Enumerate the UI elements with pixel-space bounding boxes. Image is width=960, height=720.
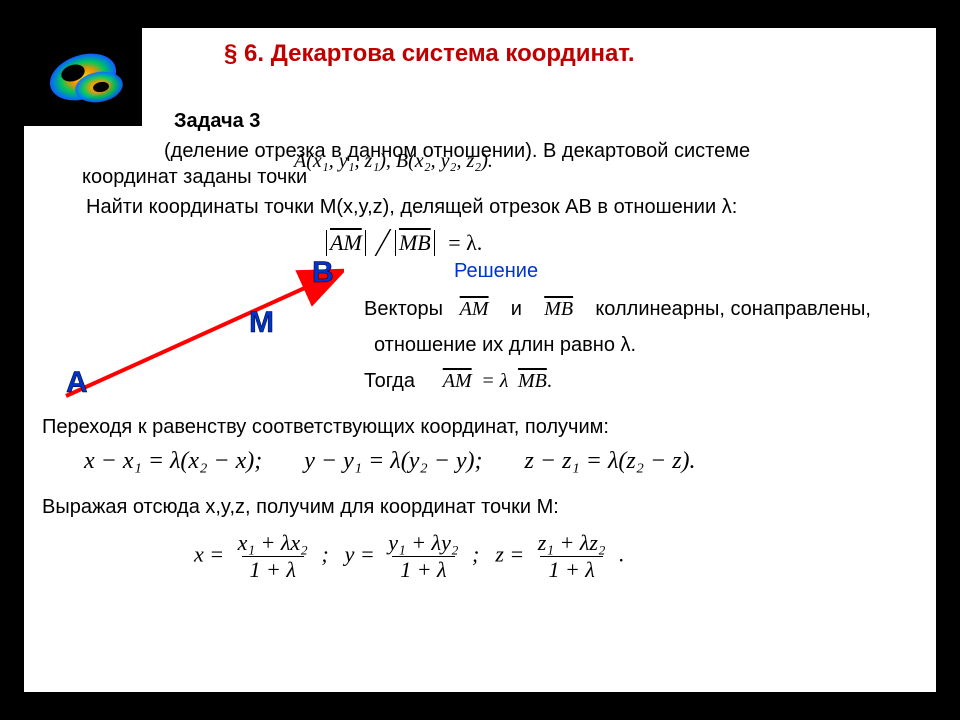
- final-formulas: x = x₁ + λx₂ 1 + λ ; y = y₁ + λy₂ 1 + λ …: [194, 530, 625, 583]
- final-z-den: 1 + λ: [540, 556, 602, 583]
- final-y-lhs: y =: [345, 542, 375, 567]
- vec-am-2: AM: [460, 298, 489, 320]
- vec-mb-2: MB: [544, 298, 573, 320]
- slide-frame: § 6. Декартова система координат. Задача…: [22, 26, 938, 694]
- express-body: Выражая отсюда x,y,z, получим для коорди…: [42, 496, 559, 518]
- vectors-prefix: Векторы: [364, 298, 443, 320]
- vector-diagram: A M B: [44, 256, 344, 406]
- points-formula: A(x₁, y₁, z₁), B(x₂, y₂, z₂).: [294, 150, 493, 173]
- final-z-sep: .: [619, 542, 625, 567]
- find-statement: Найти координаты точки M(x,y,z), делящей…: [86, 196, 926, 219]
- task-label: Задача 3: [174, 110, 260, 133]
- final-y-den: 1 + λ: [392, 556, 454, 583]
- then-dot: .: [547, 370, 552, 392]
- slash-icon: ⧸: [375, 227, 385, 261]
- arrow-svg: [44, 256, 344, 406]
- point-a-label: A: [66, 366, 88, 400]
- final-x: x = x₁ + λx₂ 1 + λ ;: [194, 530, 329, 583]
- swirl-icon: [33, 35, 133, 119]
- section-title: § 6. Декартова система координат.: [224, 40, 896, 68]
- vec-am: AM: [330, 230, 362, 255]
- problem-line-2: координат заданы точки: [82, 166, 916, 189]
- final-x-lhs: x =: [194, 542, 224, 567]
- final-z-lhs: z =: [495, 542, 524, 567]
- find-text: Найти координаты точки M(x,y,z), делящей…: [86, 196, 737, 218]
- express-text: Выражая отсюда x,y,z, получим для коорди…: [42, 496, 916, 519]
- corner-icon: [24, 28, 142, 126]
- ratio-formula: AM ⧸ MB = λ.: [324, 224, 482, 258]
- point-b-label: B: [312, 256, 334, 290]
- eq-y: y − y₁ = λ(y₂ − y);: [304, 448, 482, 475]
- coordinate-equations: x − x₁ = λ(x₂ − x); y − y₁ = λ(y₂ − y); …: [84, 448, 916, 475]
- final-z: z = z₁ + λz₂ 1 + λ .: [495, 530, 624, 583]
- final-y-num: y₁ + λy₂: [384, 530, 462, 556]
- eq-x: x − x₁ = λ(x₂ − x);: [84, 448, 262, 475]
- final-x-den: 1 + λ: [242, 556, 304, 583]
- then-eq: = λ: [481, 370, 508, 392]
- then-equation: Тогда AM = λ MB.: [364, 370, 552, 393]
- final-x-num: x₁ + λx₂: [234, 530, 312, 556]
- then-prefix: Тогда: [364, 370, 415, 392]
- eq-z: z − z₁ = λ(z₂ − z).: [525, 448, 696, 475]
- point-m-label: M: [249, 306, 274, 340]
- then-mb: MB: [518, 370, 547, 392]
- problem-line-1: (деление отрезка в данном отношении). В …: [164, 140, 916, 163]
- final-y: y = y₁ + λy₂ 1 + λ ;: [345, 530, 480, 583]
- vectors-mid: и: [511, 298, 522, 320]
- vectors-suffix: коллинеарны, сонаправлены,: [595, 298, 871, 320]
- final-y-sep: ;: [472, 542, 479, 567]
- ratio-length-text: отношение их длин равно λ.: [374, 334, 636, 357]
- final-z-num: z₁ + λz₂: [534, 530, 610, 556]
- ratio-rhs: = λ.: [448, 230, 482, 255]
- transition-text: Переходя к равенству соответствующих коо…: [42, 416, 916, 439]
- then-am: AM: [443, 370, 472, 392]
- solution-heading: Решение: [454, 260, 538, 283]
- vectors-collinear: Векторы AM и MB коллинеарны, сонаправлен…: [364, 298, 934, 321]
- vec-mb: MB: [399, 230, 431, 255]
- final-x-sep: ;: [321, 542, 328, 567]
